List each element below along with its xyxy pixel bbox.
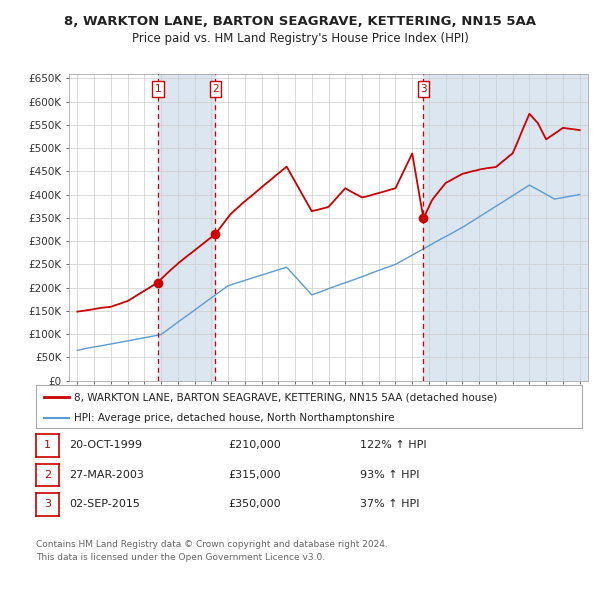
Bar [158,74,215,381]
Bar [424,74,588,381]
Text: 20-OCT-1999: 20-OCT-1999 [69,441,142,450]
Text: £210,000: £210,000 [228,441,281,450]
Text: 3: 3 [420,84,427,94]
Text: 3: 3 [44,500,51,509]
Text: 122% ↑ HPI: 122% ↑ HPI [360,441,427,450]
Text: 2: 2 [44,470,51,480]
Text: 8, WARKTON LANE, BARTON SEAGRAVE, KETTERING, NN15 5AA: 8, WARKTON LANE, BARTON SEAGRAVE, KETTER… [64,15,536,28]
Text: 02-SEP-2015: 02-SEP-2015 [69,500,140,509]
Text: £315,000: £315,000 [228,470,281,480]
Text: This data is licensed under the Open Government Licence v3.0.: This data is licensed under the Open Gov… [36,553,325,562]
Text: Price paid vs. HM Land Registry's House Price Index (HPI): Price paid vs. HM Land Registry's House … [131,32,469,45]
Text: 8, WARKTON LANE, BARTON SEAGRAVE, KETTERING, NN15 5AA (detached house): 8, WARKTON LANE, BARTON SEAGRAVE, KETTER… [74,392,497,402]
Text: 1: 1 [44,441,51,450]
Text: 27-MAR-2003: 27-MAR-2003 [69,470,144,480]
Text: £350,000: £350,000 [228,500,281,509]
Text: 2: 2 [212,84,219,94]
Text: 93% ↑ HPI: 93% ↑ HPI [360,470,419,480]
Text: 37% ↑ HPI: 37% ↑ HPI [360,500,419,509]
Text: Contains HM Land Registry data © Crown copyright and database right 2024.: Contains HM Land Registry data © Crown c… [36,540,388,549]
Text: 1: 1 [154,84,161,94]
Text: HPI: Average price, detached house, North Northamptonshire: HPI: Average price, detached house, Nort… [74,414,395,424]
